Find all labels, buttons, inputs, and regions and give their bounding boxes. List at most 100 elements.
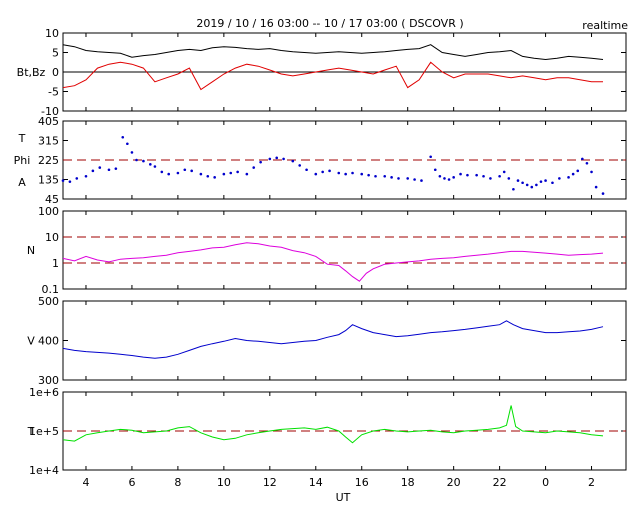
y-axis-label: Bt,Bz [17, 66, 46, 79]
data-point [576, 169, 580, 173]
data-point [126, 142, 129, 146]
y-axis-label: T [18, 132, 26, 145]
series-line-0 [62, 405, 604, 444]
data-point [142, 159, 145, 163]
data-point [344, 172, 347, 176]
y-tick-label: 10 [45, 27, 59, 40]
data-point [199, 172, 203, 176]
data-point [337, 171, 341, 175]
data-point [314, 172, 318, 176]
x-tick-label: 12 [263, 476, 277, 489]
data-point [130, 151, 134, 154]
data-point [149, 163, 152, 166]
y-tick-label: 1e+4 [29, 464, 59, 477]
y-axis-label: V [27, 335, 35, 348]
data-point [429, 155, 432, 159]
data-point [443, 177, 446, 180]
x-axis-label: UT [336, 491, 351, 504]
data-point [351, 171, 354, 175]
data-point [447, 178, 451, 181]
data-point [259, 160, 262, 164]
data-point [121, 135, 125, 139]
y-axis-label: A [18, 176, 26, 189]
y-axis-label: N [27, 244, 35, 257]
data-point [107, 168, 111, 172]
data-point [98, 166, 102, 169]
y-tick-label: 135 [38, 174, 59, 187]
panel-speed: 500 400 300 V [27, 295, 627, 387]
data-point [601, 192, 605, 195]
y-tick-label: -5 [48, 86, 59, 99]
y-tick-label: 405 [38, 115, 59, 128]
data-point [433, 168, 437, 172]
data-point [397, 177, 400, 180]
data-point [213, 176, 216, 179]
data-point [413, 178, 416, 181]
data-point [516, 179, 520, 182]
data-point [245, 172, 249, 176]
data-point [406, 177, 409, 180]
data-point [585, 161, 589, 165]
data-point [438, 174, 442, 178]
data-point [452, 176, 455, 179]
panels-group: 1050-5-10Bt,Bz40531522513545TPhiA1001010… [14, 27, 627, 477]
data-point [420, 179, 423, 182]
y-tick-label: 1e+6 [29, 386, 59, 399]
data-point [321, 170, 324, 174]
data-point [167, 172, 171, 176]
data-point [236, 170, 239, 174]
data-point [367, 173, 370, 177]
panel-magnetic_field: 10 5 0 -5 -10 Bt,Bz [17, 27, 627, 118]
data-point [222, 172, 226, 176]
panel-phi_angle: 405 315 225 135 45 T Phi A [14, 115, 627, 206]
data-point [282, 157, 285, 161]
data-point [571, 172, 575, 176]
series-line-0 [62, 44, 604, 61]
data-point [374, 174, 377, 178]
data-point [114, 167, 118, 170]
data-point [459, 172, 462, 176]
data-point [190, 169, 193, 173]
y-tick-label: 10 [45, 231, 59, 244]
series-line-0 [62, 320, 604, 359]
data-point [68, 180, 72, 183]
data-point [298, 164, 301, 167]
x-axis: 4 6 8 10 12 14 16 18 20 22 0 2 [82, 476, 595, 489]
data-point [558, 177, 561, 180]
data-point [390, 176, 393, 179]
data-point [502, 170, 506, 174]
x-tick-label: 8 [174, 476, 181, 489]
y-tick-label: 5 [52, 47, 59, 60]
data-point [176, 171, 180, 175]
data-point [581, 157, 584, 161]
y-tick-label: -10 [41, 105, 59, 118]
x-tick-label: 10 [217, 476, 231, 489]
y-tick-label: 315 [38, 135, 59, 148]
data-point [61, 179, 65, 182]
data-point [475, 173, 478, 177]
x-tick-label: 4 [82, 476, 89, 489]
y-tick-label: 45 [45, 193, 59, 206]
data-point [590, 170, 593, 174]
series-line-1 [62, 61, 603, 91]
y-tick-label: 300 [38, 374, 59, 387]
x-tick-label: 16 [355, 476, 369, 489]
data-point [75, 177, 79, 180]
y-tick-label: 1e+5 [29, 425, 59, 438]
panel-temperature: 1e+6 1e+5 1e+4 T [27, 386, 627, 477]
data-point [482, 174, 485, 178]
y-axis-label: T [27, 425, 35, 438]
data-point [252, 166, 256, 169]
y-tick-label: 0.1 [42, 283, 60, 296]
y-axis-label: Phi [14, 154, 31, 167]
panel-density: 100 10 1 0.1 N [27, 205, 627, 296]
y-tick-label: 0 [52, 66, 59, 79]
x-tick-label: 14 [309, 476, 323, 489]
data-point [206, 174, 210, 178]
plot-title: 2019 / 10 / 16 03:00 -- 10 / 17 03:00 ( … [196, 17, 463, 30]
data-point [91, 169, 95, 173]
data-point [525, 183, 529, 187]
data-point [512, 187, 515, 191]
